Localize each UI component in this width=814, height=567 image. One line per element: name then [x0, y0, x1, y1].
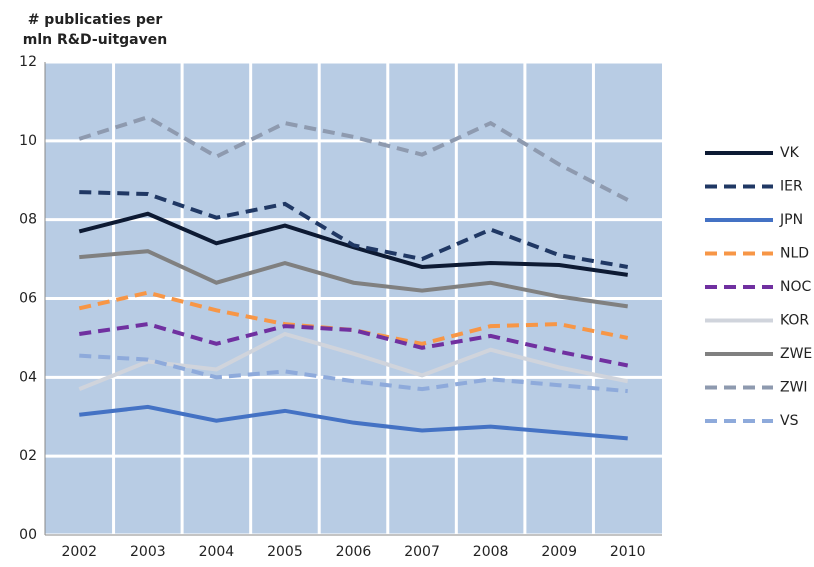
y-tick-label: 06	[19, 291, 37, 307]
series-line	[78, 115, 629, 202]
x-tick-label: 2006	[336, 544, 372, 560]
legend-label: ZWI	[780, 380, 808, 396]
y-tick-label: 12	[19, 54, 37, 70]
series-line	[79, 249, 629, 309]
y-tick-label: 04	[19, 369, 37, 385]
x-tick-label: 2008	[473, 544, 509, 560]
legend-label: ZWE	[780, 346, 812, 362]
axis-title: mln R&D-uitgaven	[23, 32, 167, 48]
legend-label: NLD	[780, 246, 809, 262]
series-line	[78, 331, 629, 392]
y-tick-label: 00	[19, 527, 37, 543]
x-tick-label: 2010	[610, 544, 646, 560]
legend-label: VS	[780, 413, 799, 429]
legend-label: JPN	[779, 212, 803, 228]
y-tick-label: 08	[19, 212, 37, 228]
x-tick-label: 2005	[267, 544, 303, 560]
series-line	[78, 322, 629, 368]
axis-title: # publicaties per	[28, 12, 163, 28]
x-tick-label: 2007	[404, 544, 440, 560]
x-tick-label: 2009	[541, 544, 577, 560]
x-tick-label: 2002	[61, 544, 97, 560]
series-line	[79, 404, 628, 441]
y-tick-label: 10	[19, 133, 37, 149]
series-line	[79, 353, 628, 394]
x-tick-label: 2004	[199, 544, 235, 560]
legend-label: NOC	[780, 279, 811, 295]
legend-label: KOR	[780, 313, 809, 329]
series-line	[78, 290, 629, 346]
series-line	[79, 190, 629, 269]
y-tick-label: 02	[19, 448, 37, 464]
legend-label: VK	[780, 145, 800, 161]
x-tick-label: 2003	[130, 544, 166, 560]
legend-label: IER	[780, 179, 803, 195]
